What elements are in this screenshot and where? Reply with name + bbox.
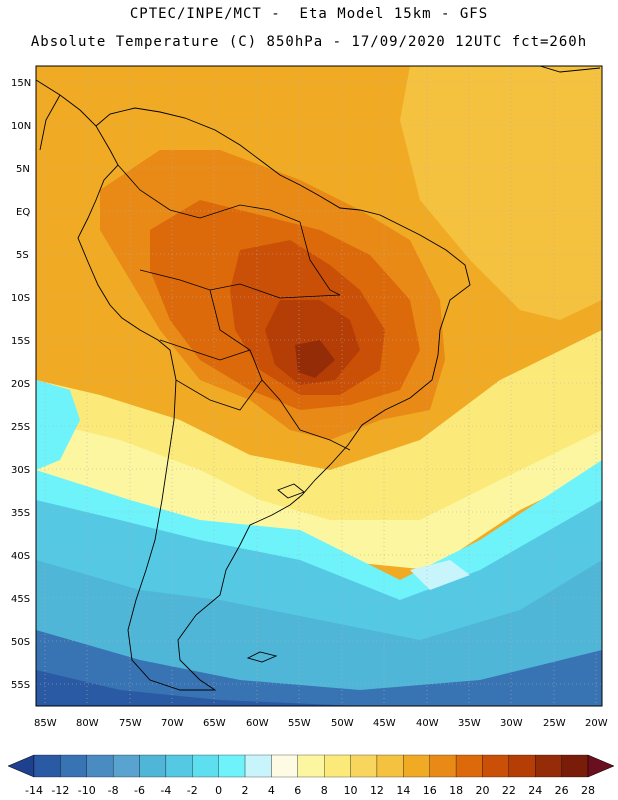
- lon-label: 25W: [543, 718, 566, 729]
- lat-label: 20S: [11, 379, 30, 390]
- colorbar-swatch: [192, 754, 219, 778]
- lon-label: 85W: [34, 718, 57, 729]
- colorbar-label: 20: [475, 784, 489, 797]
- title-line-1: CPTEC/INPE/MCT - Eta Model 15km - GFS: [129, 6, 489, 22]
- title-line-2: Absolute Temperature (C) 850hPa - 17/09/…: [30, 34, 588, 50]
- colorbar-label: 22: [502, 784, 516, 797]
- colorbar-swatch: [403, 754, 430, 778]
- colorbar-swatch: [561, 754, 589, 778]
- colorbar-label: -8: [108, 784, 119, 797]
- lon-label: 65W: [203, 718, 226, 729]
- colorbar-swatch: [112, 754, 140, 778]
- colorbar-label: 4: [268, 784, 275, 797]
- lat-lon-grid: [36, 66, 602, 706]
- colorbar-swatch: [508, 754, 536, 778]
- colorbar-label: 16: [423, 784, 437, 797]
- colorbar-label: 10: [344, 784, 358, 797]
- colorbar: -14 -12 -10 -8 -6 -4 -2 0 2 4 6 8 10 12 14 16 18 20 22 24 26…: [7, 754, 615, 797]
- colorbar-label: 12: [370, 784, 384, 797]
- colorbar-swatch: [33, 754, 61, 778]
- colorbar-label: 14: [396, 784, 410, 797]
- colorbar-label: 2: [242, 784, 249, 797]
- lon-label: 40W: [416, 718, 439, 729]
- lat-label: 55S: [11, 680, 30, 691]
- lon-label: 50W: [331, 718, 354, 729]
- colorbar-swatch: [271, 754, 298, 778]
- colorbar-label: -4: [160, 784, 171, 797]
- lat-label: 15N: [11, 78, 31, 89]
- colorbar-swatch: [482, 754, 510, 778]
- coastlines: [36, 66, 601, 691]
- colorbar-label: 28: [581, 784, 595, 797]
- colorbar-label: -14: [25, 784, 43, 797]
- lat-label: 50S: [11, 637, 30, 648]
- lat-label: 15S: [11, 336, 30, 347]
- lat-label: EQ: [16, 207, 30, 218]
- lat-label: 30S: [11, 465, 30, 476]
- colorbar-swatch: [350, 754, 378, 778]
- colorbar-swatch: [139, 754, 167, 778]
- country-borders: [117, 164, 351, 451]
- lon-label: 60W: [246, 718, 269, 729]
- lat-label: 40S: [11, 551, 30, 562]
- colorbar-swatch: [429, 754, 457, 778]
- lat-label: 45S: [11, 594, 30, 605]
- temperature-field: [36, 66, 602, 706]
- colorbar-arrow-low: [7, 754, 35, 778]
- colorbar-label: 24: [528, 784, 542, 797]
- lat-label: 5N: [16, 164, 30, 175]
- longitude-labels: 85W 80W 75W 70W 65W 60W 55W 50W 45W 40W …: [34, 718, 608, 729]
- colorbar-label: 8: [321, 784, 328, 797]
- lat-label: 35S: [11, 508, 30, 519]
- lon-label: 80W: [76, 718, 99, 729]
- colorbar-swatch: [60, 754, 87, 778]
- latitude-labels: 15N 10N 5N EQ 5S 10S 15S 20S 25S 30S 35S…: [11, 78, 31, 691]
- colorbar-swatch: [297, 754, 325, 778]
- colorbar-label: -10: [78, 784, 96, 797]
- colorbar-swatch: [244, 754, 272, 778]
- colorbar-label: -2: [187, 784, 198, 797]
- colorbar-swatch: [455, 754, 483, 778]
- colorbar-label: 26: [555, 784, 569, 797]
- lat-label: 10S: [11, 293, 30, 304]
- colorbar-swatch: [535, 754, 562, 778]
- lon-label: 75W: [119, 718, 142, 729]
- lon-label: 30W: [500, 718, 523, 729]
- colorbar-swatch: [376, 754, 404, 778]
- lat-label: 25S: [11, 422, 30, 433]
- colorbar-label: 18: [449, 784, 463, 797]
- colorbar-arrow-high: [587, 754, 615, 778]
- lon-label: 45W: [373, 718, 396, 729]
- lat-label: 5S: [16, 250, 29, 261]
- colorbar-swatch: [165, 754, 193, 778]
- colorbar-label: -6: [134, 784, 145, 797]
- colorbar-label: 0: [215, 784, 222, 797]
- lon-label: 70W: [161, 718, 184, 729]
- lat-label: 10N: [11, 121, 31, 132]
- lon-label: 55W: [288, 718, 311, 729]
- colorbar-swatch: [218, 754, 246, 778]
- colorbar-label: -12: [51, 784, 69, 797]
- lon-label: 35W: [458, 718, 481, 729]
- colorbar-swatch: [324, 754, 351, 778]
- colorbar-swatch: [86, 754, 114, 778]
- colorbar-label: 6: [294, 784, 301, 797]
- lon-label: 20W: [585, 718, 608, 729]
- map-frame: [35, 65, 603, 707]
